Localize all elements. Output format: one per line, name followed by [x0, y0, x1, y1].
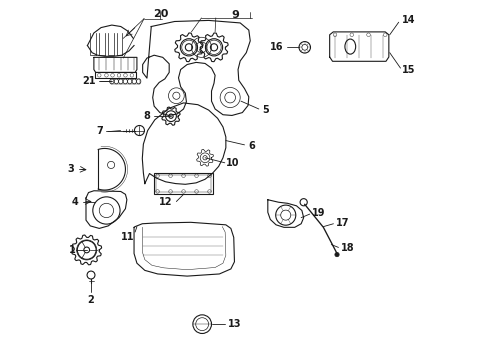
Text: 18: 18	[340, 243, 353, 253]
Text: 16: 16	[269, 42, 283, 51]
Text: 21: 21	[82, 76, 96, 86]
Text: 10: 10	[225, 158, 239, 168]
Text: 14: 14	[402, 15, 415, 26]
Circle shape	[203, 156, 207, 160]
Text: 1: 1	[68, 245, 75, 255]
Bar	[154, 173, 213, 194]
Text: 17: 17	[335, 218, 349, 228]
Text: 5: 5	[262, 105, 268, 115]
Text: 9: 9	[231, 10, 239, 20]
Text: 12: 12	[158, 197, 172, 207]
Bar	[156, 175, 210, 192]
Text: 2: 2	[87, 296, 94, 306]
Text: 20: 20	[153, 9, 169, 19]
Text: 11: 11	[121, 232, 134, 242]
Text: 15: 15	[401, 64, 414, 75]
Text: 19: 19	[311, 208, 325, 218]
Text: 3: 3	[68, 164, 74, 174]
Circle shape	[83, 247, 89, 253]
Circle shape	[168, 114, 173, 118]
Circle shape	[334, 252, 339, 257]
Bar	[110, 78, 140, 84]
Text: 4: 4	[72, 197, 79, 207]
Circle shape	[210, 44, 217, 51]
Text: 6: 6	[247, 141, 254, 151]
Text: 8: 8	[143, 111, 150, 121]
Text: 13: 13	[228, 319, 242, 329]
Circle shape	[185, 44, 192, 51]
Text: 7: 7	[96, 126, 102, 135]
